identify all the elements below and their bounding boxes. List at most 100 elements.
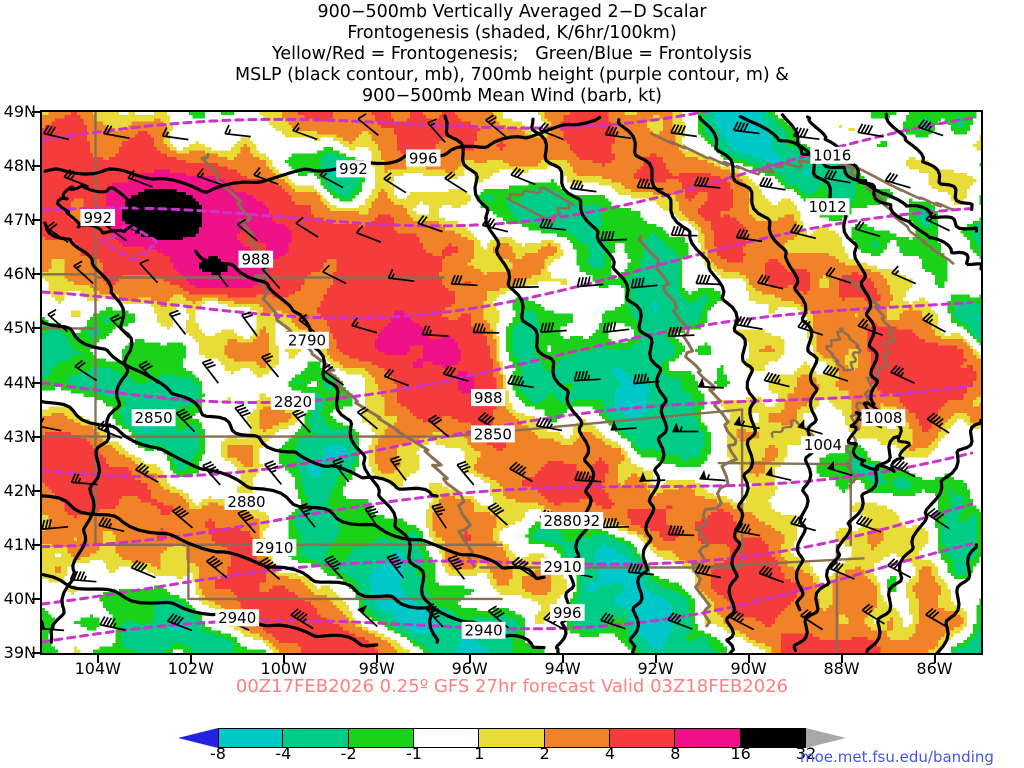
lat-tick: [32, 381, 40, 384]
wind-barb: [733, 121, 760, 135]
wind-barb: [47, 308, 68, 333]
lat-tick: [32, 327, 40, 330]
state-border: [717, 461, 852, 466]
wind-barb: [733, 522, 761, 537]
wind-barb: [511, 277, 539, 289]
wind-barb: [602, 517, 630, 529]
wind-barb: [427, 414, 450, 438]
colorbar-swatch[interactable]: [544, 728, 610, 748]
wind-barb: [135, 462, 159, 484]
colorbar-swatch[interactable]: [479, 728, 545, 748]
wind-barb: [442, 365, 469, 382]
wind-barb: [857, 318, 883, 336]
wind-barb: [763, 371, 790, 388]
lon-tick: [468, 655, 471, 663]
wind-barb: [926, 412, 950, 434]
height-contour: [42, 451, 974, 549]
wind-barb: [292, 122, 318, 141]
wind-barb: [487, 502, 508, 526]
lon-tick: [96, 655, 99, 663]
colorbar-swatch[interactable]: [740, 728, 806, 748]
wind-barb: [237, 508, 256, 534]
frontogenesis-map: 9929929969889889929961016101210081004279…: [42, 112, 981, 653]
wind-barb: [667, 611, 693, 630]
wind-barb: [211, 262, 229, 288]
wind-barb: [789, 223, 817, 240]
wind-barb: [925, 212, 950, 232]
lat-tick-label: 41N: [3, 534, 36, 554]
lon-tick: [189, 655, 192, 663]
wind-barb: [99, 616, 126, 631]
svg-text:1004: 1004: [804, 436, 842, 454]
wind-barb: [168, 309, 187, 335]
wind-barb: [697, 377, 724, 389]
wind-barb: [138, 360, 159, 385]
height-contour: [42, 502, 974, 606]
wind-barb: [324, 555, 344, 580]
wind-barb: [694, 563, 721, 579]
wind-barb: [733, 415, 760, 430]
wind-barb: [735, 228, 763, 243]
svg-text:988: 988: [474, 389, 503, 407]
wind-barb: [672, 422, 699, 433]
frontogenesis-shading: [42, 112, 981, 653]
height-contour: [42, 112, 711, 142]
lake-shore: [505, 186, 575, 224]
wind-barb: [481, 216, 509, 233]
wind-barb: [42, 124, 70, 141]
colorbar-tick-label: -4: [275, 744, 292, 763]
wind-barb: [477, 412, 502, 433]
colorbar-swatch[interactable]: [218, 728, 284, 748]
colorbar-tick-label: -2: [340, 744, 357, 763]
wind-barb: [855, 515, 882, 533]
wind-barb: [70, 473, 98, 486]
wind-barb: [891, 265, 917, 285]
lon-tick-label: 102W: [167, 659, 214, 678]
wind-barb: [427, 118, 446, 143]
wind-barb: [234, 403, 252, 429]
wind-barb: [538, 122, 564, 141]
colorbar[interactable]: [178, 728, 846, 748]
wind-barb: [884, 172, 911, 189]
colorbar-swatch[interactable]: [348, 728, 414, 748]
wind-barb: [922, 312, 947, 333]
wind-barb: [510, 166, 536, 186]
map-plot-area[interactable]: 992 992 996 988 988 992 996 1016 1012 1008 1004 279…: [40, 110, 983, 655]
wind-barb: [602, 321, 630, 334]
wind-barb: [253, 167, 279, 185]
lat-tick-label: 44N: [3, 372, 36, 392]
frontogenesis-shading: [106, 169, 474, 394]
lat-tick: [32, 165, 40, 168]
wind-barb: [600, 230, 628, 242]
wind-barb: [456, 460, 475, 486]
colorbar-segments[interactable]: [218, 728, 806, 748]
wind-barb: [42, 519, 69, 530]
colorbar-swatch[interactable]: [283, 728, 349, 748]
svg-text:996: 996: [553, 604, 582, 622]
lat-tick: [32, 489, 40, 492]
mslp-contour: [616, 118, 757, 653]
lon-tick: [375, 655, 378, 663]
lon-tick: [933, 655, 936, 663]
colorbar-swatch[interactable]: [609, 728, 676, 748]
wind-barb: [511, 556, 535, 578]
wind-barb: [130, 559, 156, 579]
wind-barb: [829, 561, 855, 580]
colorbar-tick-label: 32: [795, 744, 817, 763]
svg-text:2910: 2910: [255, 539, 293, 557]
wind-barb: [539, 218, 567, 231]
lon-tick-label: 92W: [637, 659, 674, 678]
wind-barb: [610, 420, 637, 431]
svg-text:2940: 2940: [218, 609, 256, 627]
colorbar-under-arrow: [178, 728, 218, 748]
mslp-contour-label: 996: [550, 604, 585, 622]
wind-barb: [383, 172, 407, 194]
wind-barb: [383, 368, 409, 387]
colorbar-swatch[interactable]: [413, 728, 480, 748]
colorbar-tick-label: 16: [730, 744, 751, 763]
frontogenesis-shading: [42, 112, 981, 653]
wind-barb: [891, 458, 916, 478]
colorbar-swatch[interactable]: [675, 728, 741, 748]
wind-barb: [604, 125, 632, 140]
wind-barb: [224, 124, 251, 138]
